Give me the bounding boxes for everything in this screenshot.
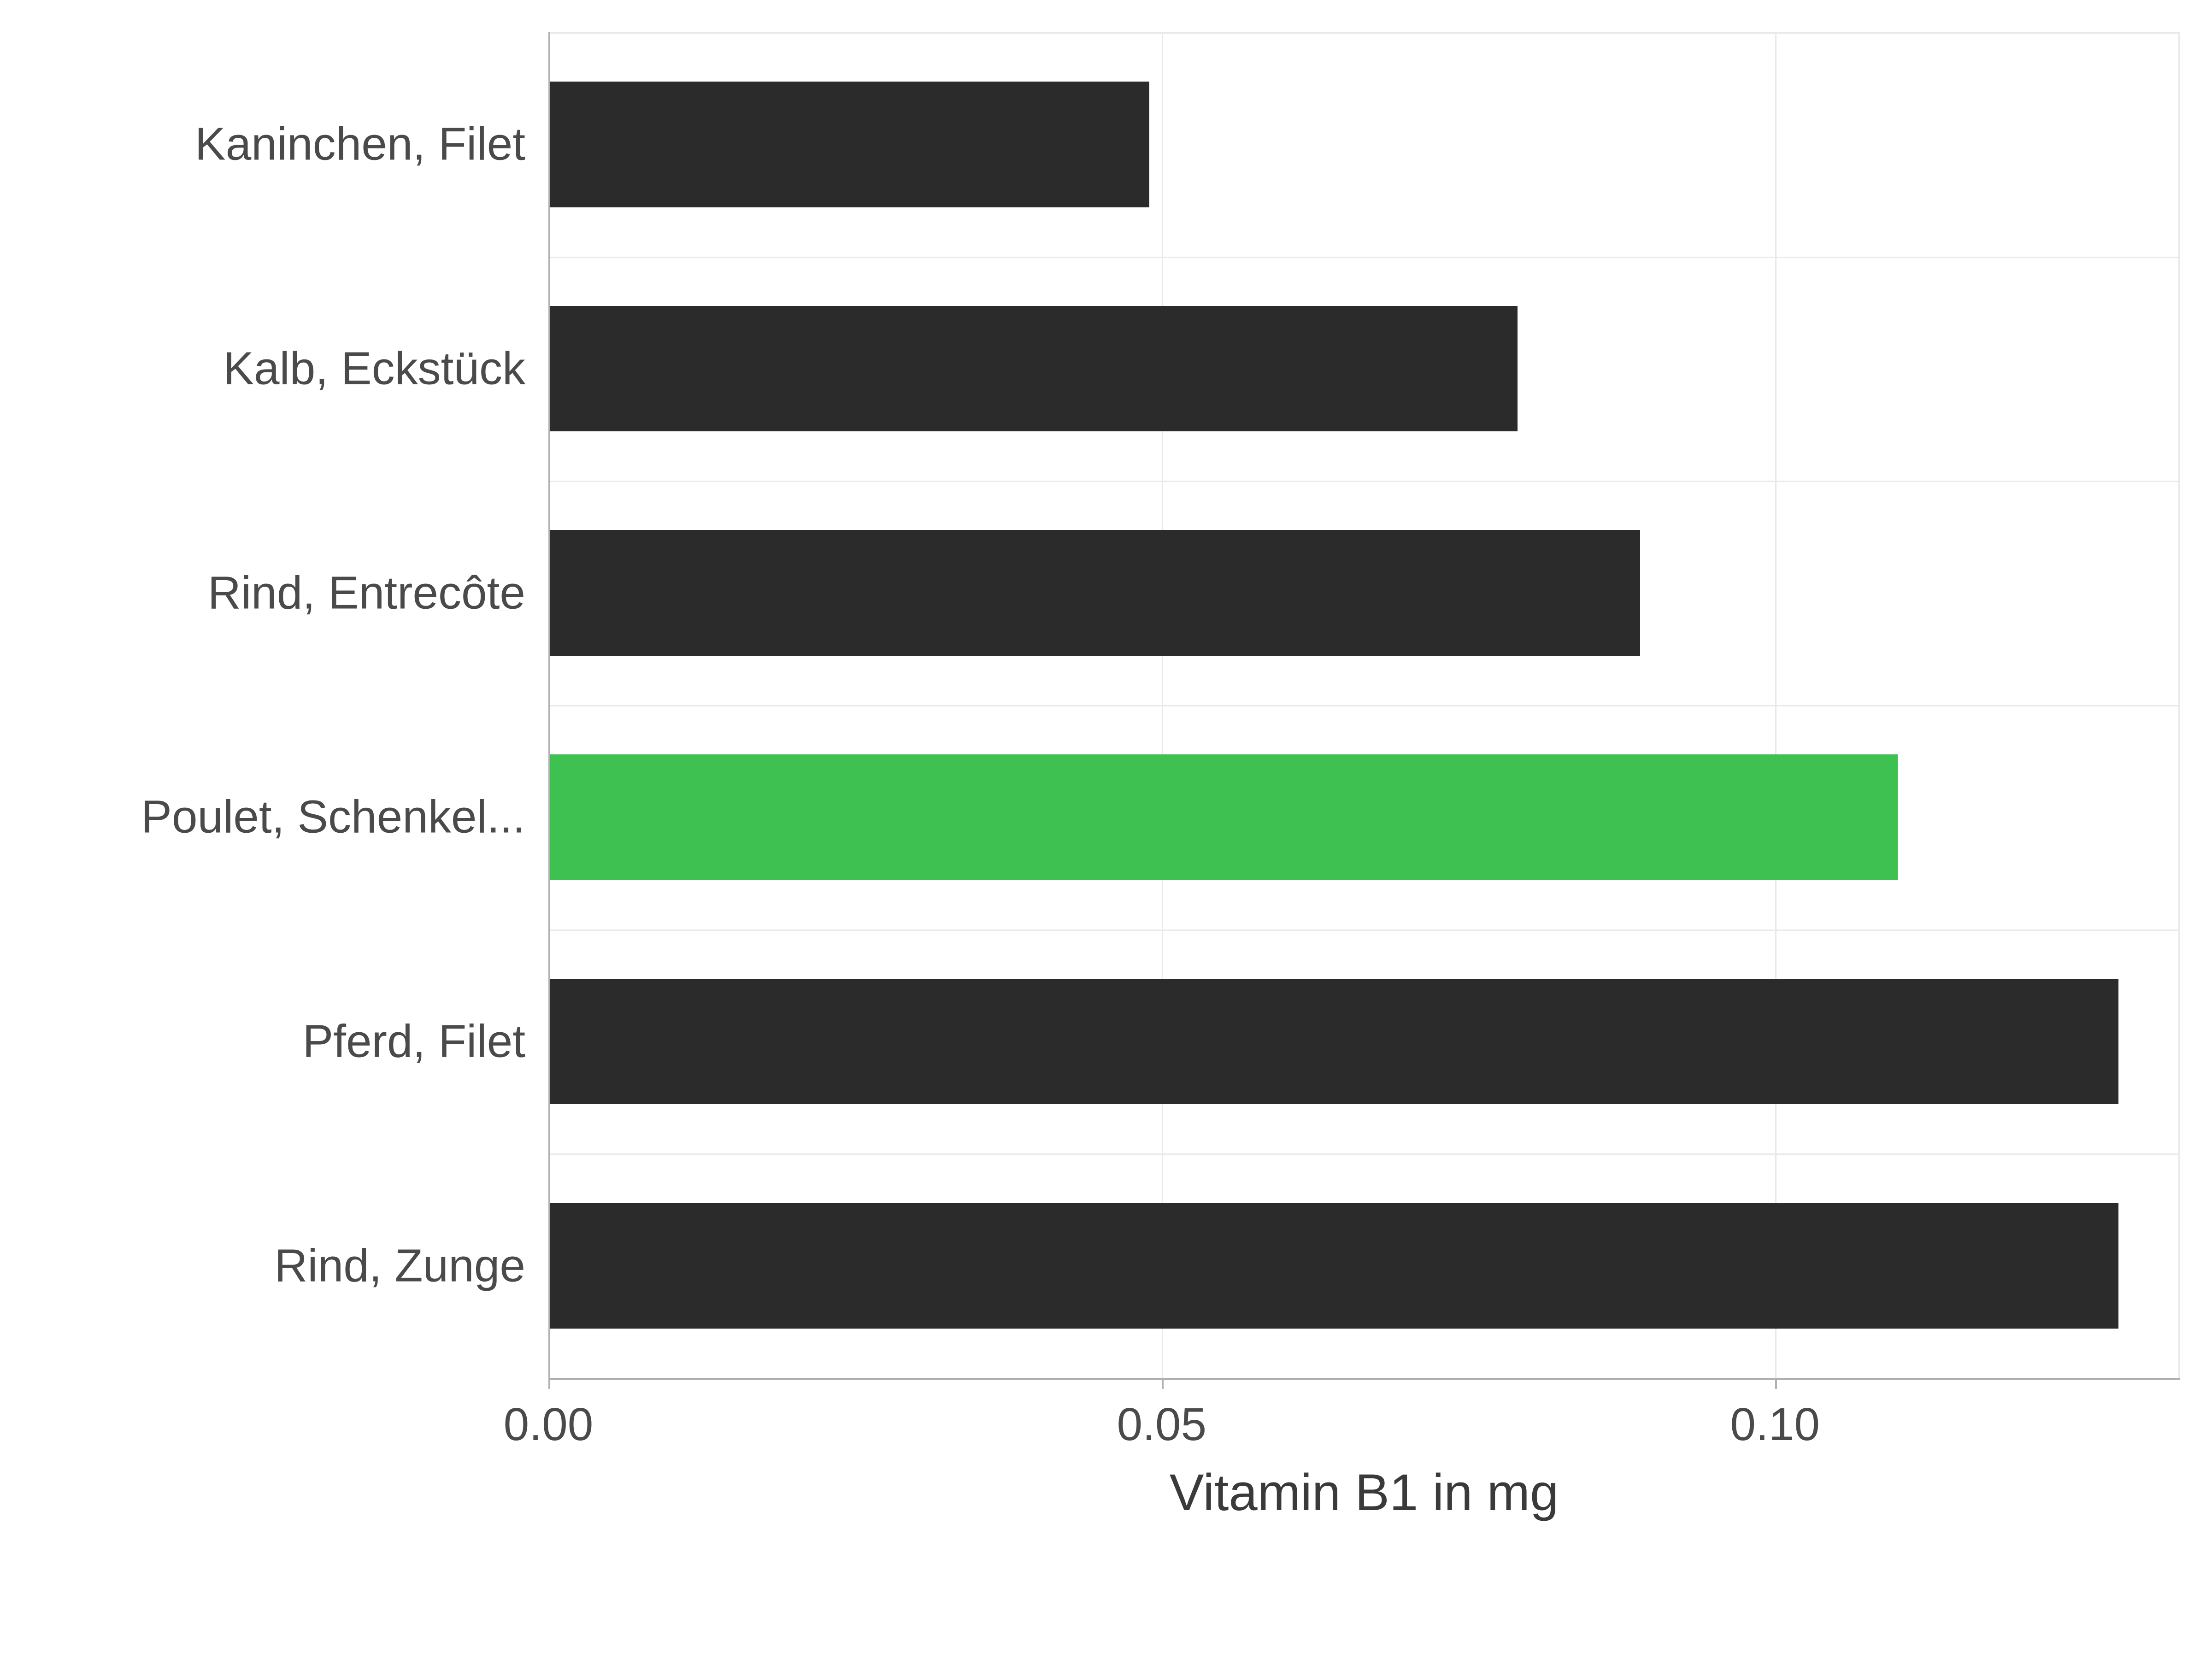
bar: [548, 1203, 2118, 1329]
chart-container: Vitamin B1 in mg Kaninchen, Filet Kalb, E…: [0, 0, 2212, 1659]
x-tick-mark: [1162, 1378, 1164, 1389]
bar: [548, 979, 2118, 1105]
gridline-horizontal: [548, 705, 2180, 706]
y-tick-label: Pferd, Filet: [303, 1015, 526, 1068]
bar: [548, 82, 1149, 207]
gridline-horizontal: [548, 1153, 2180, 1155]
y-tick-label: Kaninchen, Filet: [195, 118, 525, 171]
x-axis-line: [548, 1378, 2180, 1380]
bar: [548, 530, 1640, 656]
gridline-vertical: [1775, 32, 1777, 1378]
x-tick-label: 0.10: [1730, 1398, 1820, 1451]
gridline-horizontal: [548, 481, 2180, 482]
gridline-horizontal: [548, 930, 2180, 931]
gridline-horizontal: [548, 32, 2180, 34]
y-tick-label: Rind, Zunge: [274, 1239, 525, 1292]
y-tick-label: Kalb, Eckstück: [223, 342, 525, 395]
y-axis-line: [548, 32, 550, 1378]
x-tick-label: 0.00: [504, 1398, 594, 1451]
x-axis-title: Vitamin B1 in mg: [1170, 1463, 1559, 1522]
y-tick-label: Poulet, Schenkel...: [141, 791, 525, 844]
gridline-vertical: [2178, 32, 2180, 1378]
x-tick-mark: [1775, 1378, 1777, 1389]
bar: [548, 306, 1518, 432]
x-tick-label: 0.05: [1117, 1398, 1206, 1451]
gridline-vertical: [1162, 32, 1163, 1378]
x-tick-mark: [548, 1378, 550, 1389]
plot-area: [548, 32, 2180, 1378]
y-tick-label: Rind, Entrecôte: [208, 566, 525, 619]
gridline-horizontal: [548, 257, 2180, 258]
bar: [548, 754, 1898, 880]
